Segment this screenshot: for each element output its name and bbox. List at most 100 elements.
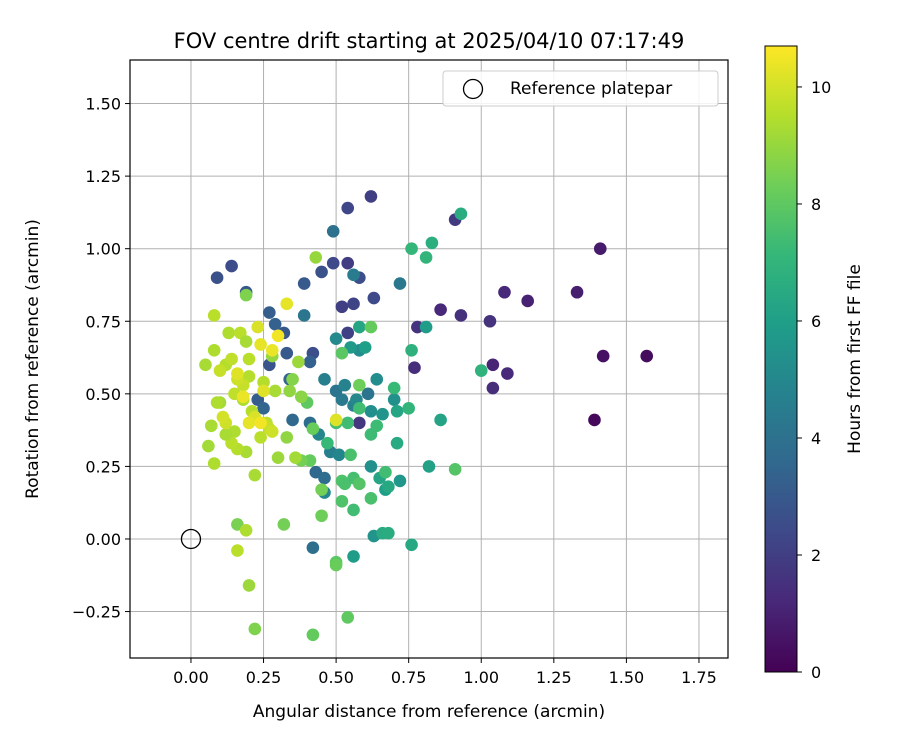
scatter-point xyxy=(344,448,357,462)
scatter-point xyxy=(370,373,384,386)
scatter-point xyxy=(207,343,221,357)
x-tick-label: 0.25 xyxy=(246,668,282,687)
scatter-point xyxy=(210,271,224,285)
scatter-point xyxy=(411,320,424,334)
y-tick-label: 0.25 xyxy=(85,457,121,476)
scatter-point xyxy=(405,538,418,552)
scatter-point xyxy=(318,471,331,485)
scatter-point xyxy=(353,477,366,491)
scatter-point xyxy=(239,335,253,348)
y-axis-label: Rotation from reference (arcmin) xyxy=(23,219,43,499)
scatter-point xyxy=(329,558,343,572)
scatter-point xyxy=(408,361,421,375)
colorbar-tick-label: 6 xyxy=(811,312,821,331)
scatter-point xyxy=(248,468,262,482)
scatter-point xyxy=(251,320,265,334)
grid xyxy=(130,60,728,658)
scatter-point xyxy=(254,416,267,430)
scatter-point xyxy=(353,416,366,430)
scatter-point xyxy=(341,416,355,430)
scatter-point xyxy=(387,393,401,406)
scatter-point xyxy=(338,378,352,392)
scatter-point xyxy=(204,419,218,433)
scatter-point xyxy=(434,303,447,316)
scatter-point xyxy=(422,460,436,473)
scatter-point xyxy=(341,256,355,270)
scatter-point xyxy=(289,451,302,464)
scatter-point xyxy=(318,373,331,386)
legend-box xyxy=(442,70,719,107)
scatter-point xyxy=(419,320,433,334)
scatter-point xyxy=(254,431,267,444)
scatter-point xyxy=(393,277,407,290)
scatter-point xyxy=(382,480,395,494)
scatter-point xyxy=(219,428,233,441)
scatter-point xyxy=(402,402,415,415)
scatter-point xyxy=(335,300,349,314)
scatter-point xyxy=(379,465,392,479)
scatter-point xyxy=(268,317,282,331)
colorbar-tick-label: 10 xyxy=(811,78,831,97)
scatter-point xyxy=(454,309,468,322)
scatter-point xyxy=(364,460,378,473)
x-tick-label: 0.50 xyxy=(318,668,354,687)
scatter-point xyxy=(286,413,299,427)
scatter-point xyxy=(347,550,360,563)
scatter-point xyxy=(315,265,328,279)
scatter-point xyxy=(486,358,500,372)
scatter-point xyxy=(306,628,320,642)
scatter-point xyxy=(434,413,447,427)
scatter-point xyxy=(364,190,378,203)
scatter-point xyxy=(231,544,244,557)
scatter-point xyxy=(570,285,584,299)
x-axis: 0.00 0.25 0.50 0.75 1.00 1.25 1.50 1.75 xyxy=(173,658,717,687)
scatter-point xyxy=(242,352,256,366)
scatter-point xyxy=(283,384,296,398)
scatter-point xyxy=(202,439,215,453)
scatter-point xyxy=(382,526,395,540)
x-axis-label: Angular distance from reference (arcmin) xyxy=(253,702,605,722)
scatter-point xyxy=(341,326,355,340)
colorbar-tick-label: 8 xyxy=(811,195,821,214)
colorbar-gradient xyxy=(764,45,798,673)
scatter-point xyxy=(483,314,497,328)
scatter-point xyxy=(207,457,221,470)
scatter-point xyxy=(239,288,253,302)
scatter-point xyxy=(210,396,224,409)
scatter-point xyxy=(588,413,601,427)
scatter-point xyxy=(341,201,355,215)
scatter-point xyxy=(405,242,418,255)
scatter-point xyxy=(387,381,401,395)
scatter-point xyxy=(329,332,343,345)
scatter-point xyxy=(521,294,534,308)
scatter-point xyxy=(207,309,221,322)
scatter-point xyxy=(263,306,276,319)
scatter-point xyxy=(329,413,343,427)
y-tick-label: 0.00 xyxy=(85,530,121,549)
scatter-point xyxy=(448,463,462,476)
scatter-point xyxy=(292,355,305,369)
scatter-point xyxy=(353,402,366,415)
scatter-point xyxy=(315,483,328,496)
scatter-point xyxy=(364,320,378,334)
scatter-point xyxy=(501,367,514,380)
scatter-point xyxy=(474,364,488,377)
x-tick-label: 0.75 xyxy=(391,668,427,687)
scatter-point xyxy=(242,579,256,592)
colorbar: 0 2 4 6 8 10 Hours from first FF file xyxy=(764,45,865,682)
scatter-point xyxy=(303,355,317,369)
scatter-point xyxy=(225,352,238,366)
scatter-point xyxy=(419,251,433,264)
points xyxy=(180,190,654,642)
y-axis: −0.25 0.00 0.25 0.50 0.75 1.00 1.25 1.50 xyxy=(72,95,130,622)
plot-frame xyxy=(129,59,729,659)
x-tick-label: 1.75 xyxy=(681,668,717,687)
scatter-point xyxy=(225,259,238,273)
scatter-point xyxy=(239,523,253,537)
scatter-point xyxy=(222,326,235,340)
y-tick-label: −0.25 xyxy=(72,603,121,622)
scatter-point xyxy=(347,503,360,517)
y-tick-label: 1.00 xyxy=(85,240,121,259)
scatter-point xyxy=(425,236,439,250)
